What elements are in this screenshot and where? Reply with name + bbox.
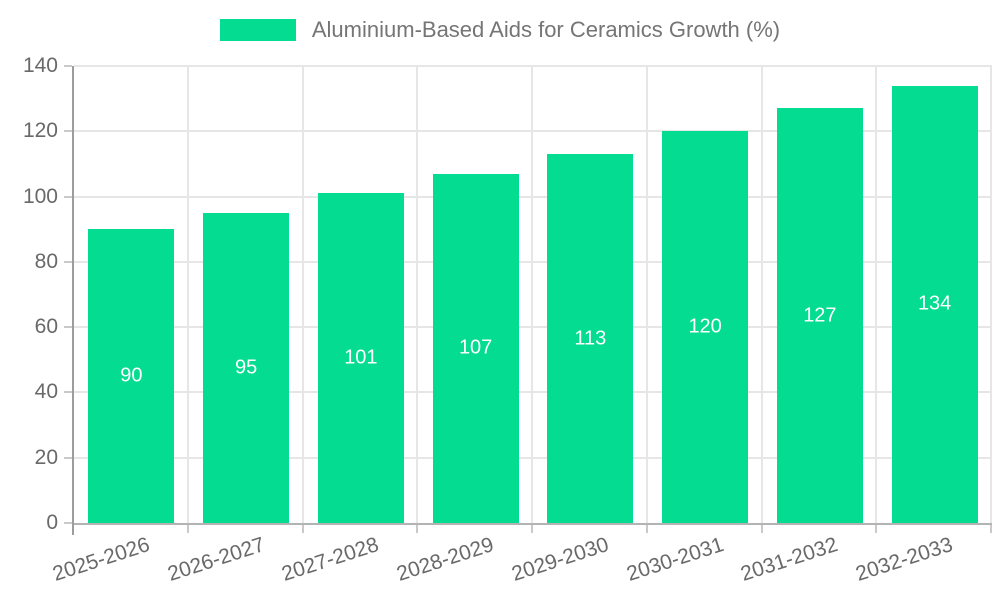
- bar-2028-2029[interactable]: 107: [432, 173, 519, 523]
- x-axis-tick: [186, 525, 189, 533]
- gridline-horizontal: [74, 260, 992, 263]
- bar-2029-2030[interactable]: 113: [547, 154, 634, 523]
- y-tick-label: 80: [34, 249, 58, 273]
- gridline-vertical: [645, 66, 648, 523]
- bar-value-label: 134: [917, 292, 952, 315]
- bar-2026-2027[interactable]: 95: [203, 212, 290, 523]
- plot-area: 2025-2026 2026-2027 2027-2028 2028-2029 2029…: [23, 54, 992, 586]
- y-axis-tick: [64, 391, 72, 394]
- gridline-horizontal: [74, 326, 992, 329]
- y-tick-label: 20: [34, 445, 58, 469]
- x-axis-tick: [645, 525, 648, 533]
- bar-value-label: 90: [120, 364, 143, 387]
- bar-2027-2028[interactable]: 101: [317, 193, 404, 523]
- y-tick-label: 0: [46, 511, 58, 534]
- x-axis-tick: [531, 525, 533, 533]
- y-tick-label: 60: [34, 315, 58, 339]
- x-axis-tick: [760, 525, 763, 533]
- y-axis-line: [72, 523, 74, 535]
- y-tick-label: 140: [22, 54, 58, 77]
- x-tick-label: 2027-2028: [279, 533, 382, 586]
- legend[interactable]: Aluminium-Based Aids for Ceramics Growth…: [0, 17, 1000, 43]
- bar-2032-2033[interactable]: 134: [891, 85, 978, 523]
- y-tick-label: 120: [22, 119, 58, 143]
- y-axis-tick: [64, 326, 72, 329]
- bar-value-label: 120: [688, 315, 722, 338]
- gridline-vertical: [416, 66, 419, 523]
- bar-value-label: 113: [574, 327, 607, 350]
- gridline-horizontal: [74, 391, 992, 394]
- bar-value-label: 101: [344, 346, 378, 369]
- x-tick-label: 2030-2031: [623, 533, 727, 586]
- x-axis-tick: [875, 525, 878, 533]
- gridline-horizontal: [74, 65, 992, 67]
- gridline-vertical: [760, 66, 763, 523]
- gridline-vertical: [531, 66, 533, 523]
- gridline-horizontal: [74, 195, 992, 198]
- y-axis-tick: [64, 260, 72, 263]
- x-axis-tick: [416, 525, 419, 533]
- gridline-horizontal: [74, 130, 992, 133]
- x-axis-tick: [990, 525, 992, 533]
- x-tick-label: 2032-2033: [853, 533, 956, 586]
- legend-swatch: [219, 19, 296, 41]
- bar-value-label: 107: [458, 336, 493, 359]
- bar-2031-2032[interactable]: 127: [776, 108, 863, 523]
- bar-value-label: 95: [235, 356, 258, 379]
- legend-label: Aluminium-Based Aids for Ceramics Growth…: [311, 17, 781, 42]
- gridline-vertical: [990, 66, 992, 523]
- gridline-vertical: [875, 66, 878, 523]
- x-tick-label: 2028-2029: [394, 533, 497, 586]
- y-axis-tick: [64, 522, 72, 524]
- x-tick-label: 2029-2030: [508, 533, 612, 586]
- y-axis-tick: [64, 195, 72, 198]
- gridline-vertical: [301, 66, 304, 523]
- x-axis-tick: [301, 525, 304, 533]
- y-tick-label: 40: [34, 380, 58, 404]
- bar-value-label: 127: [803, 304, 837, 327]
- y-axis-tick: [64, 130, 72, 133]
- x-tick-label: 2031-2032: [738, 533, 841, 586]
- y-axis-tick: [64, 65, 72, 67]
- gridline-horizontal: [74, 456, 992, 459]
- y-axis-tick: [64, 456, 72, 459]
- x-axis-labels: 2025-2026 2026-2027 2027-2028 2028-2029 2029…: [50, 523, 992, 603]
- bar-2025-2026[interactable]: 90: [88, 229, 175, 523]
- bar-2030-2031[interactable]: 120: [662, 131, 749, 523]
- x-tick-label: 2026-2027: [164, 533, 268, 586]
- y-tick-label: 100: [22, 184, 58, 208]
- x-tick-label: 2025-2026: [49, 533, 153, 586]
- gridline-vertical: [186, 66, 189, 523]
